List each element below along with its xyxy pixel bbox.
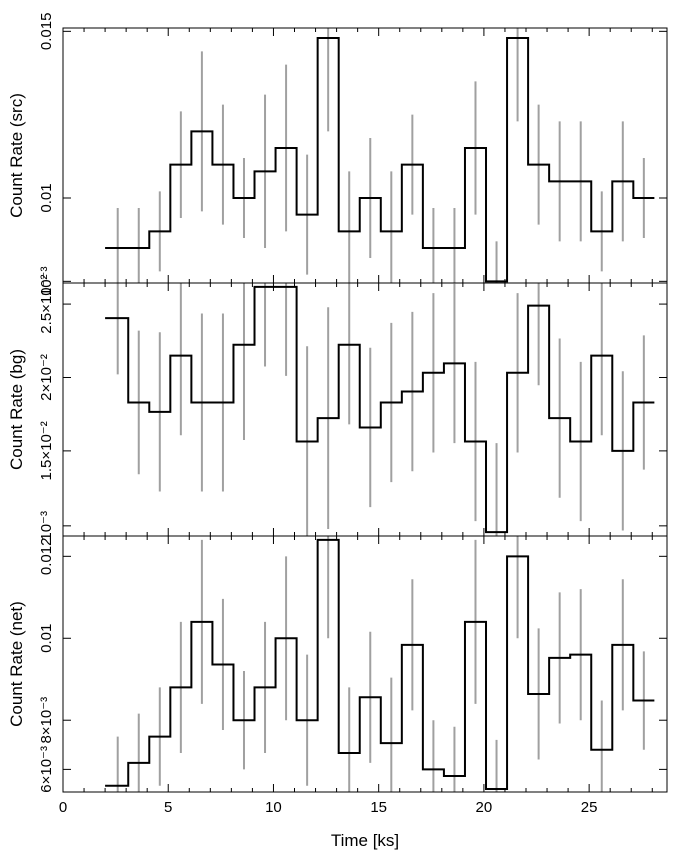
y-tick-label: 8×10⁻³	[38, 697, 55, 744]
bg-x-ticks	[62, 283, 653, 536]
net-error-bars	[116, 536, 645, 792]
x-tick-label: 25	[581, 799, 598, 816]
x-tick-label: 20	[476, 799, 493, 816]
y-tick-label: 6×10⁻³	[38, 746, 55, 793]
net-x-ticks: 0 5 10 15 20 25	[59, 536, 653, 816]
panel-bg: 10⁻³ 1.5×10⁻² 2×10⁻² 2.5×10⁻² Count Rate (b…	[7, 274, 668, 541]
net-step-line	[105, 538, 655, 791]
bg-y-axis-title: Count Rate (bg)	[7, 349, 26, 470]
y-tick-label: 2.5×10⁻²	[38, 274, 55, 333]
y-tick-label: 0.01	[38, 183, 55, 212]
net-y-ticks: 6×10⁻³ 8×10⁻³ 0.01 0.012	[38, 538, 667, 793]
x-tick-label: 15	[370, 799, 387, 816]
net-y-axis-title: Count Rate (net)	[7, 601, 26, 727]
y-tick-label: 0.015	[38, 13, 55, 51]
x-axis-title: Time [ks]	[331, 831, 399, 850]
panel-src: 10⁻³ 0.01 0.015 Count Rate (src)	[7, 13, 668, 297]
src-error-bars	[116, 28, 645, 283]
bg-y-ticks: 10⁻³ 1.5×10⁻² 2×10⁻² 2.5×10⁻²	[38, 274, 667, 541]
x-tick-label: 10	[265, 799, 282, 816]
src-y-ticks: 10⁻³ 0.01 0.015	[38, 13, 667, 297]
y-tick-label: 2×10⁻²	[38, 354, 55, 401]
bg-plot-frame	[62, 282, 668, 537]
y-tick-label: 0.01	[38, 624, 55, 653]
src-y-axis-title: Count Rate (src)	[7, 93, 26, 218]
y-tick-label: 10⁻³	[38, 267, 55, 297]
y-tick-label: 0.012	[38, 538, 55, 576]
x-tick-label: 5	[164, 799, 172, 816]
src-x-ticks	[62, 28, 653, 283]
y-tick-label: 1.5×10⁻²	[38, 421, 55, 480]
bg-step-line	[105, 285, 655, 534]
x-tick-label: 0	[59, 799, 67, 816]
net-plot-frame	[62, 535, 668, 793]
panel-net: 0 5 10 15 20 25 6×10⁻³ 8×10⁻³ 0.01 0.012 Count R…	[7, 535, 668, 850]
src-plot-frame	[62, 27, 668, 284]
src-step-line	[105, 37, 655, 283]
y-tick-label: 10⁻³	[38, 511, 55, 541]
